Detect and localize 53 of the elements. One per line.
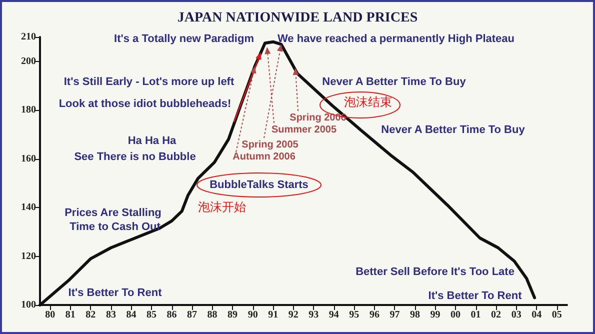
annotation: Prices Are Stalling xyxy=(64,207,162,219)
annotation: Spring 2005 xyxy=(242,140,299,150)
x-tick-label: 97 xyxy=(390,310,400,320)
annotation: Never A Better Time To Buy xyxy=(322,76,467,88)
y-tick-label: 200 xyxy=(21,56,36,67)
x-tick-label: 98 xyxy=(410,310,420,320)
x-tick-label: 99 xyxy=(430,310,440,320)
annotation: It's Still Early - Lot's more up left xyxy=(64,76,234,88)
annotation: Better Sell Before It's Too Late xyxy=(356,266,514,278)
annotation: 泡沫结束 xyxy=(344,95,392,109)
annotation: Look at those idiot bubbleheads! xyxy=(58,98,232,110)
x-tick-label: 00 xyxy=(450,310,461,320)
x-tick-label: 91 xyxy=(268,310,278,320)
x-tick-label: 96 xyxy=(369,310,380,320)
x-tick-label: 86 xyxy=(166,310,177,320)
x-tick-label: 90 xyxy=(248,310,258,320)
x-tick-label: 81 xyxy=(65,310,76,320)
x-tick-label: 92 xyxy=(288,310,298,320)
x-tick-label: 04 xyxy=(532,310,542,320)
annotation: Time to Cash Out xyxy=(70,221,161,233)
x-tick-label: 03 xyxy=(511,310,522,320)
y-tick-label: 120 xyxy=(21,250,36,262)
x-tick-label: 89 xyxy=(228,310,238,320)
y-tick-label: 100 xyxy=(21,300,36,310)
annotation: Summer 2005 xyxy=(271,124,337,136)
x-tick-label: 88 xyxy=(207,310,218,320)
x-tick-label: 82 xyxy=(86,310,96,320)
x-tick-label: 83 xyxy=(106,310,116,320)
y-tick-label: 140 xyxy=(21,202,36,214)
x-tick-label: 05 xyxy=(552,310,562,320)
x-tick-label: 93 xyxy=(308,310,319,320)
x-tick-label: 01 xyxy=(470,310,481,320)
annotation: 泡沫开始 xyxy=(198,200,246,214)
y-tick-label: 160 xyxy=(21,153,36,164)
y-tick-label: 210 xyxy=(21,32,36,42)
annotation: Never A Better Time To Buy xyxy=(381,124,526,136)
x-tick-label: 87 xyxy=(187,310,198,320)
annotation: It's Better To Rent xyxy=(428,290,522,302)
annotation: Autumn 2006 xyxy=(232,152,296,162)
chart-title: JAPAN NATIONWIDE LAND PRICES xyxy=(177,10,418,26)
annotation: It's Better To Rent xyxy=(68,287,162,299)
annotation: Ha Ha Ha xyxy=(128,135,178,147)
annotation: See There is no Bubble xyxy=(74,151,196,163)
x-tick-label: 02 xyxy=(491,310,502,320)
x-tick-label: 94 xyxy=(328,310,339,320)
x-tick-label: 84 xyxy=(126,310,136,320)
y-tick-label: 180 xyxy=(21,104,36,116)
x-tick-label: 85 xyxy=(146,310,156,320)
annotation: BubbleTalks Starts xyxy=(210,179,308,191)
annotation: We have reached a permanently High Plateau xyxy=(278,33,514,45)
annotation: It's a Totally new Paradigm xyxy=(114,33,254,45)
x-tick-label: 95 xyxy=(349,310,360,320)
x-tick-label: 80 xyxy=(45,310,56,320)
